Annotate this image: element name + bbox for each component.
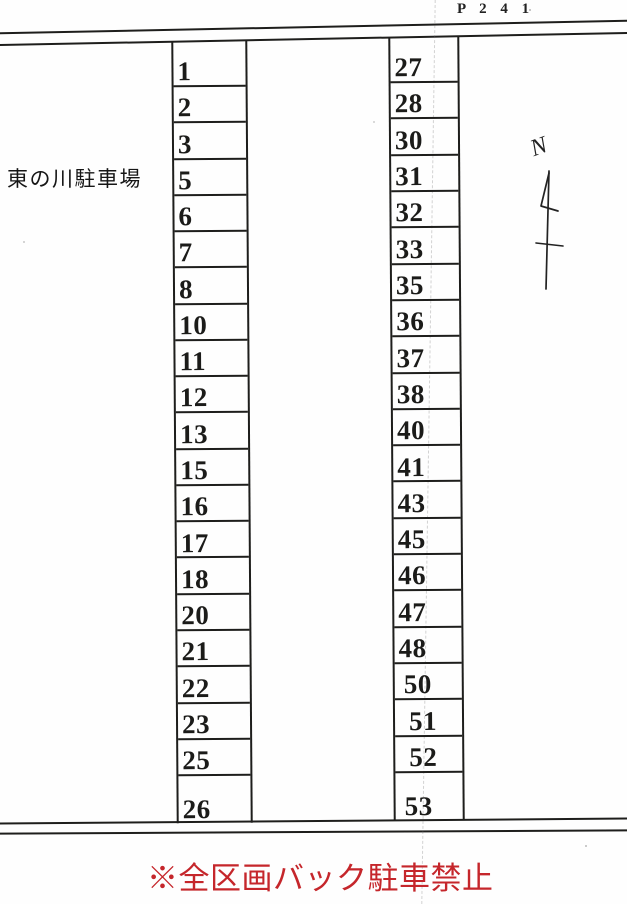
parking-space-number: 51 [408, 705, 438, 736]
page-code: P 2 4 1 [457, 1, 535, 17]
parking-space-number: 2 [177, 92, 192, 123]
parking-space-number: 47 [398, 596, 427, 627]
parking-space-number: 38 [396, 378, 425, 410]
parking-space-number: 41 [397, 451, 426, 482]
parking-space-number: 35 [395, 269, 425, 301]
parking-space-cell: 53 [395, 773, 462, 822]
road-edge-top-outer [0, 19, 627, 35]
parking-space-number: 10 [179, 309, 208, 341]
parking-space-cell: 5 [174, 159, 247, 197]
parking-space-cell: 36 [392, 300, 460, 338]
notice-text: ※全区画バック駐車禁止 [147, 861, 494, 896]
parking-space-cell: 18 [176, 558, 250, 595]
parking-space-cell: 47 [394, 591, 462, 628]
parking-space-cell: 21 [177, 630, 250, 668]
parking-space-number: 37 [396, 342, 425, 373]
parking-space-cell: 43 [393, 482, 461, 519]
road-edge-top-inner [0, 31, 627, 47]
parking-space-cell: 25 [178, 739, 251, 777]
parking-space-number: 12 [179, 382, 208, 413]
parking-space-number: 3 [177, 128, 193, 159]
parking-space-number: 33 [395, 233, 424, 264]
compass-arrow-icon [535, 170, 564, 290]
parking-column-right: 27 28 30 31 32 33 35 36 37 38 40 41 43 45 46 47 48 50 51 52… [388, 36, 465, 822]
parking-space-number: 7 [178, 237, 193, 268]
parking-space-cell: 23 [177, 703, 251, 741]
parking-space-number: 22 [181, 672, 210, 703]
parking-space-cell: 33 [391, 228, 459, 265]
parking-space-number: 15 [180, 455, 209, 486]
parking-space-number: 50 [403, 669, 432, 700]
parking-space-cell: 20 [177, 594, 250, 632]
parking-space-cell: 40 [392, 409, 461, 447]
parking-space-cell: 52 [395, 736, 463, 774]
parking-space-number: 16 [180, 491, 209, 522]
parking-space-number: 30 [394, 124, 424, 155]
parking-space-number: 45 [397, 524, 426, 555]
parking-space-cell: 16 [176, 485, 249, 523]
parking-space-number: 40 [396, 415, 426, 446]
parking-space-cell: 48 [394, 627, 462, 665]
parking-space-cell: 51 [394, 700, 463, 737]
parking-space-number: 27 [394, 52, 423, 83]
parking-space-cell: 35 [391, 264, 460, 302]
parking-space-number: 52 [409, 741, 438, 773]
scan-noise-specks [0, 0, 2, 2]
parking-space-number: 28 [394, 88, 423, 119]
parking-space-cell: 26 [178, 776, 250, 824]
parking-space-cell: 17 [176, 521, 249, 559]
parking-space-cell: 46 [393, 554, 462, 592]
parking-space-cell: 38 [392, 373, 460, 411]
compass-north-indicator: N [505, 130, 595, 300]
parking-space-cell: 7 [174, 231, 247, 269]
parking-space-number: 20 [181, 600, 210, 631]
parking-space-number: 5 [178, 164, 193, 196]
road-edge-bottom-inner [0, 817, 627, 825]
parking-space-number: 32 [395, 197, 424, 228]
parking-space-cell: 32 [391, 191, 459, 229]
parking-space-cell: 2 [173, 86, 246, 124]
parking-space-cell: 28 [390, 82, 458, 120]
parking-space-cell: 10 [175, 304, 248, 342]
parking-space-cell: 1 [173, 40, 246, 88]
parking-space-number: 36 [396, 306, 425, 337]
parking-space-cell: 27 [390, 36, 458, 84]
parking-space-number: 46 [397, 560, 427, 591]
parking-space-cell: 41 [393, 445, 461, 483]
parking-space-number: 17 [180, 527, 209, 558]
parking-space-number: 31 [395, 161, 424, 192]
road-edge-bottom-outer [0, 829, 627, 835]
parking-space-cell: 15 [176, 449, 249, 487]
parking-space-cell: 45 [393, 518, 461, 556]
parking-space-cell: 6 [174, 195, 247, 233]
parking-space-number: 13 [179, 418, 209, 449]
parking-space-number: 25 [182, 745, 211, 776]
parking-space-cell: 37 [392, 336, 460, 374]
parking-space-cell: 31 [391, 155, 459, 193]
parking-space-number: 43 [397, 487, 426, 519]
parking-space-number: 6 [178, 201, 193, 232]
parking-column-left: 1 2 3 5 6 7 8 10 11 12 13 15 16 17 18 20 21 22 23 25 26 [171, 40, 253, 824]
parking-space-number: 48 [398, 633, 427, 664]
parking-space-number: 21 [181, 636, 210, 667]
parking-space-number: 23 [181, 708, 211, 740]
parking-space-number: 53 [404, 790, 433, 822]
parking-space-cell: 50 [394, 663, 462, 701]
parking-space-cell: 13 [175, 413, 249, 450]
parking-space-cell: 12 [175, 376, 248, 414]
parking-space-number: 8 [178, 273, 194, 304]
parking-space-cell: 11 [175, 340, 248, 378]
parking-space-cell: 30 [390, 119, 459, 156]
parking-lot-name: 東の川駐車場 [7, 167, 142, 191]
parking-space-number: 1 [177, 56, 192, 87]
parking-space-cell: 8 [174, 268, 248, 305]
parking-space-number: 18 [180, 563, 210, 595]
parking-space-cell: 3 [173, 123, 247, 160]
parking-space-cell: 22 [177, 666, 250, 704]
parking-space-number: 26 [182, 794, 211, 825]
parking-space-number: 11 [179, 346, 207, 377]
